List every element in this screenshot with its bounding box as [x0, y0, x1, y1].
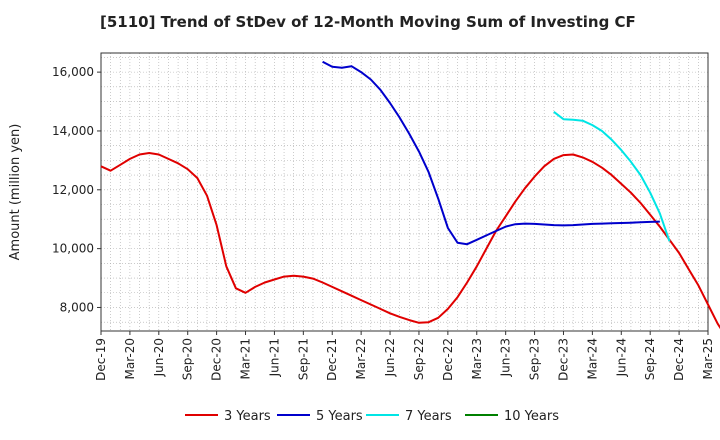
- x-tick-label: Sep-24: [643, 338, 657, 380]
- x-tick-label: Dec-19: [94, 338, 108, 381]
- legend-label: 3 Years: [224, 409, 271, 424]
- y-tick-label: 14,000: [52, 124, 94, 138]
- y-tick-label: 10,000: [52, 242, 94, 256]
- x-tick-label: Mar-24: [585, 338, 599, 379]
- x-tick-label: Dec-22: [441, 338, 455, 381]
- chart-title: [5110] Trend of StDev of 12-Month Moving…: [100, 13, 636, 31]
- y-tick-label: 8,000: [60, 300, 94, 314]
- x-tick-label: Mar-21: [239, 338, 253, 379]
- y-tick-label: 12,000: [52, 183, 94, 197]
- x-tick-label: Mar-25: [701, 338, 715, 379]
- y-axis-label: Amount (million yen): [8, 124, 23, 261]
- x-tick-label: Dec-24: [672, 338, 686, 381]
- x-tick-label: Jun-24: [614, 338, 628, 377]
- x-tick-label: Sep-22: [412, 338, 426, 380]
- grid: [100, 53, 709, 331]
- x-tick-label: Dec-23: [556, 338, 570, 381]
- legend: 3 Years 5 Years 7 Years 10 Years: [185, 409, 559, 424]
- series-layer: [100, 60, 720, 330]
- y-axis: 8,000 10,000 12,000 14,000 16,000: [52, 65, 101, 314]
- y-tick-label: 16,000: [52, 65, 94, 79]
- x-tick-label: Dec-20: [210, 338, 224, 381]
- x-tick-label: Dec-21: [325, 338, 339, 381]
- x-tick-label: Sep-23: [528, 338, 542, 380]
- series-line-3-years: [100, 152, 720, 330]
- x-tick-label: Sep-20: [181, 338, 195, 380]
- x-tick-label: Jun-23: [499, 338, 513, 377]
- x-tick-label: Mar-22: [354, 338, 368, 379]
- x-tick-label: Mar-20: [123, 338, 137, 379]
- legend-label: 7 Years: [405, 409, 452, 424]
- x-tick-label: Sep-21: [296, 338, 310, 380]
- legend-label: 5 Years: [316, 409, 363, 424]
- x-tick-label: Jun-20: [152, 338, 166, 377]
- x-axis: Dec-19 Mar-20 Jun-20 Sep-20 Dec-20 Mar-21 Jun-…: [94, 331, 715, 381]
- series-line-7-years: [553, 111, 671, 242]
- legend-label: 10 Years: [504, 409, 559, 424]
- plot-area: [100, 52, 709, 332]
- x-tick-label: Mar-23: [470, 338, 484, 379]
- x-tick-label: Jun-22: [383, 338, 397, 377]
- x-tick-label: Jun-21: [267, 338, 281, 377]
- series-line-5-years: [322, 60, 660, 246]
